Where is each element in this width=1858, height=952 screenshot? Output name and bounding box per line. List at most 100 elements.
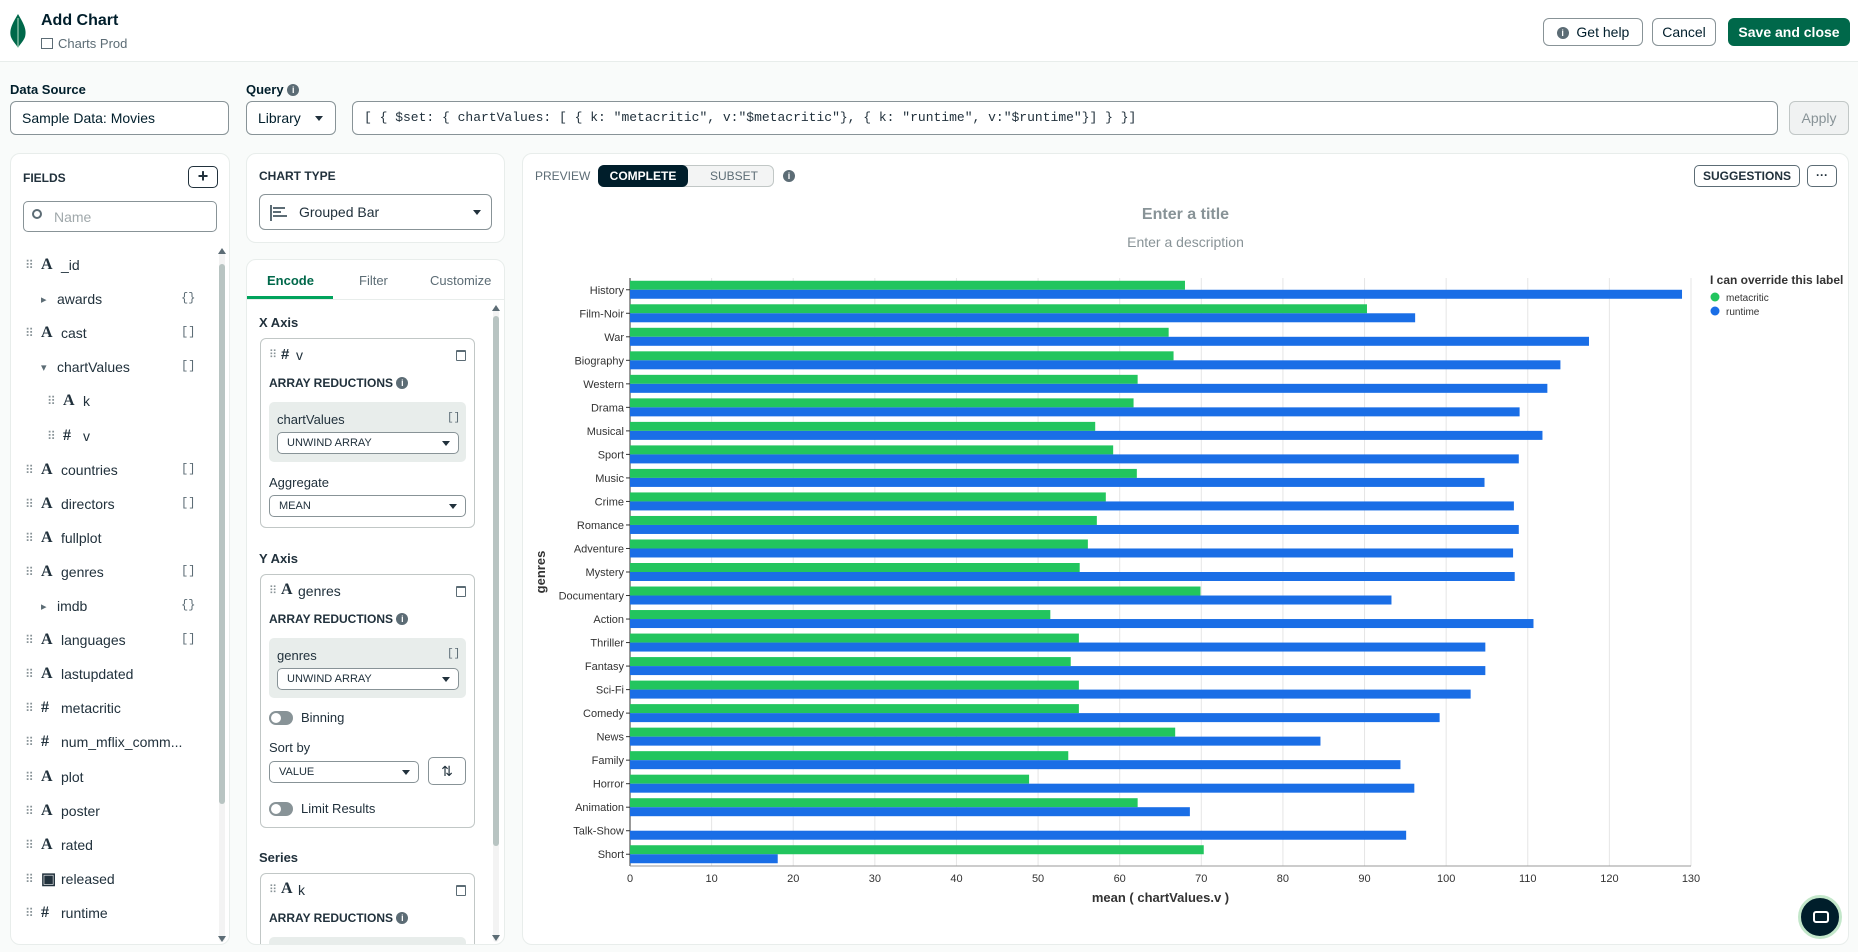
string-type-icon: A xyxy=(41,767,53,785)
drag-handle-icon[interactable]: ⠿ xyxy=(25,769,34,784)
chevron-down-icon xyxy=(442,677,450,682)
aggregate-select[interactable]: MEAN xyxy=(269,495,466,517)
drag-handle-icon[interactable]: ⠿ xyxy=(25,667,34,682)
info-icon[interactable]: i xyxy=(396,377,409,389)
limit-results-toggle[interactable] xyxy=(269,802,293,816)
info-icon[interactable]: i xyxy=(396,912,409,924)
add-field-button[interactable]: + xyxy=(188,166,218,188)
drag-handle-icon[interactable]: ⠿ xyxy=(25,564,34,579)
drag-handle-icon[interactable]: ⠿ xyxy=(25,496,34,511)
tab-filter[interactable]: Filter xyxy=(359,273,388,288)
tab-customize[interactable]: Customize xyxy=(430,273,492,288)
bar-runtime xyxy=(630,807,1190,817)
query-editor[interactable]: [ { $set: { chartValues: [ { k: "metacri… xyxy=(352,101,1778,135)
string-type-icon: A xyxy=(281,880,293,897)
reduction-field: chartValues xyxy=(277,412,345,427)
bar-metacritic xyxy=(630,468,1137,478)
save-and-close-button[interactable]: Save and close xyxy=(1728,18,1850,46)
scroll-down-icon[interactable] xyxy=(218,936,226,942)
apply-button[interactable]: Apply xyxy=(1789,101,1849,135)
scroll-down-icon[interactable] xyxy=(492,935,500,941)
trash-icon[interactable] xyxy=(456,885,466,896)
drag-handle-icon[interactable]: ⠿ xyxy=(25,258,34,272)
field-item[interactable]: ⠿ A _id xyxy=(25,254,80,276)
more-options-button[interactable]: ··· xyxy=(1807,165,1837,187)
field-item[interactable]: ▸ imdb xyxy=(25,595,87,617)
bar-runtime xyxy=(630,619,1534,629)
drag-handle-icon[interactable]: ⠿ xyxy=(269,349,278,361)
query-mode-select[interactable]: Library xyxy=(246,101,336,135)
scroll-up-icon[interactable] xyxy=(492,305,500,311)
reduction-select[interactable]: UNWIND ARRAY xyxy=(277,668,459,690)
query-label-text: Query xyxy=(246,82,284,97)
drag-handle-icon[interactable]: ⠿ xyxy=(269,884,278,896)
cancel-button[interactable]: Cancel xyxy=(1652,18,1716,46)
drag-handle-icon[interactable]: ⠿ xyxy=(25,735,34,750)
scroll-up-icon[interactable] xyxy=(218,248,226,254)
field-item[interactable]: ⠿ # v xyxy=(47,425,90,447)
string-type-icon: A xyxy=(41,835,53,853)
x-tick-label: 40 xyxy=(950,873,962,885)
trash-icon[interactable] xyxy=(456,350,466,361)
drag-handle-icon[interactable]: ⠿ xyxy=(47,428,56,443)
bar-runtime xyxy=(630,477,1485,487)
chart-title-input[interactable]: Enter a title xyxy=(1141,206,1230,223)
drag-handle-icon[interactable]: ⠿ xyxy=(25,462,34,477)
drag-handle-icon[interactable]: ⠿ xyxy=(25,905,34,920)
drag-handle-icon[interactable]: ⠿ xyxy=(269,585,278,597)
array-badge: [] xyxy=(447,412,461,424)
sort-direction-button[interactable]: ⇅ xyxy=(428,757,466,785)
field-item[interactable]: ⠿ # num_mflix_comm... xyxy=(25,731,182,753)
trash-icon[interactable] xyxy=(456,586,466,597)
fields-scrollbar[interactable] xyxy=(219,264,225,804)
field-name: genres xyxy=(61,563,104,580)
field-search-input[interactable]: Name xyxy=(23,201,217,232)
drag-handle-icon[interactable]: ⠿ xyxy=(25,633,34,648)
query-label: Query i xyxy=(246,82,300,97)
drag-handle-icon[interactable]: ⠿ xyxy=(25,803,34,818)
info-icon[interactable]: i xyxy=(287,84,300,96)
suggestions-button[interactable]: SUGGESTIONS xyxy=(1694,165,1800,187)
assistant-chat-button[interactable] xyxy=(1798,895,1842,939)
drag-handle-icon[interactable]: ⠿ xyxy=(47,394,56,409)
drag-handle-icon[interactable]: ⠿ xyxy=(25,871,34,886)
get-help-button[interactable]: i Get help xyxy=(1543,18,1643,46)
preview-label: PREVIEW xyxy=(535,169,591,183)
complete-toggle[interactable]: COMPLETE xyxy=(598,165,688,187)
encode-scrollbar[interactable] xyxy=(493,316,499,846)
field-item[interactable]: ⠿ # metacritic xyxy=(25,697,121,719)
chart-description-input[interactable]: Enter a description xyxy=(1127,234,1244,250)
drag-handle-icon[interactable]: ⠿ xyxy=(25,530,34,545)
field-item[interactable]: ▸ awards xyxy=(25,288,102,310)
aggregate-value: MEAN xyxy=(279,500,311,512)
field-item[interactable]: ⠿ ▣ released xyxy=(25,868,115,890)
info-icon[interactable]: i xyxy=(396,613,409,625)
subset-toggle[interactable]: SUBSET xyxy=(709,169,758,183)
drag-handle-icon[interactable]: ⠿ xyxy=(25,837,34,852)
drag-handle-icon[interactable]: ⠿ xyxy=(25,326,34,341)
bar-metacritic xyxy=(630,798,1138,808)
drag-handle-icon[interactable]: ⠿ xyxy=(25,701,34,716)
data-source-select[interactable]: Sample Data: Movies xyxy=(10,101,229,135)
sort-by-select[interactable]: VALUE xyxy=(269,761,419,783)
binning-toggle[interactable] xyxy=(269,711,293,725)
dashboard-name[interactable]: Charts Prod xyxy=(41,36,127,51)
field-item[interactable]: ▾ chartValues xyxy=(25,356,130,378)
chart-type-select[interactable]: Grouped Bar xyxy=(259,194,492,230)
info-icon[interactable]: i xyxy=(783,170,795,182)
field-item[interactable]: ⠿ # runtime xyxy=(25,902,108,924)
chart-type-panel: CHART TYPE Grouped Bar xyxy=(246,153,505,243)
reduction-select[interactable]: UNWIND ARRAY xyxy=(277,432,459,454)
tab-encode[interactable]: Encode xyxy=(267,273,314,288)
